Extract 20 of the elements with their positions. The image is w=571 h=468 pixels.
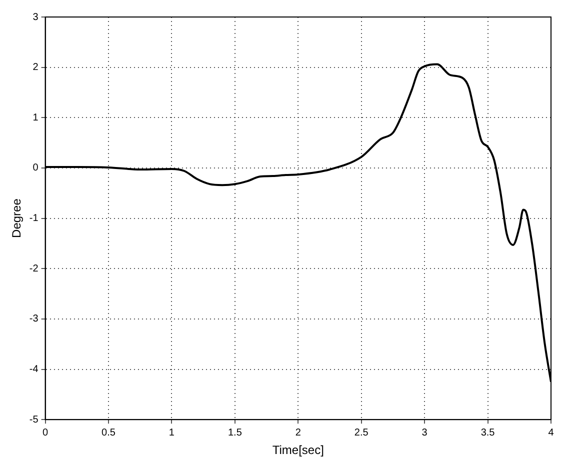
y-tick-label: 1 xyxy=(32,112,39,124)
y-tick-label: -4 xyxy=(29,364,39,376)
y-tick-label: -3 xyxy=(29,314,39,325)
x-tick-label: 2 xyxy=(295,427,302,438)
x-tick-label: 0.5 xyxy=(102,427,116,438)
x-tick-label: 0 xyxy=(42,427,49,438)
x-axis-title: Time[sec] xyxy=(272,443,324,458)
y-tick-label: 3 xyxy=(32,12,39,23)
x-tick-label: 3 xyxy=(422,427,428,438)
y-tick-label: -2 xyxy=(29,263,39,274)
x-tick-label: 1.5 xyxy=(228,427,242,438)
y-tick-label: -5 xyxy=(29,414,39,426)
x-tick-label: 1 xyxy=(168,427,175,438)
x-tick-label: 4 xyxy=(548,427,554,438)
y-axis-title: Degree xyxy=(10,198,24,238)
y-tick-label: -1 xyxy=(29,213,39,224)
x-tick-label: 3.5 xyxy=(480,427,496,438)
x-tick-label: 2.5 xyxy=(354,427,369,438)
y-tick-label: 0 xyxy=(32,162,39,174)
y-tick-label: 2 xyxy=(32,62,39,74)
